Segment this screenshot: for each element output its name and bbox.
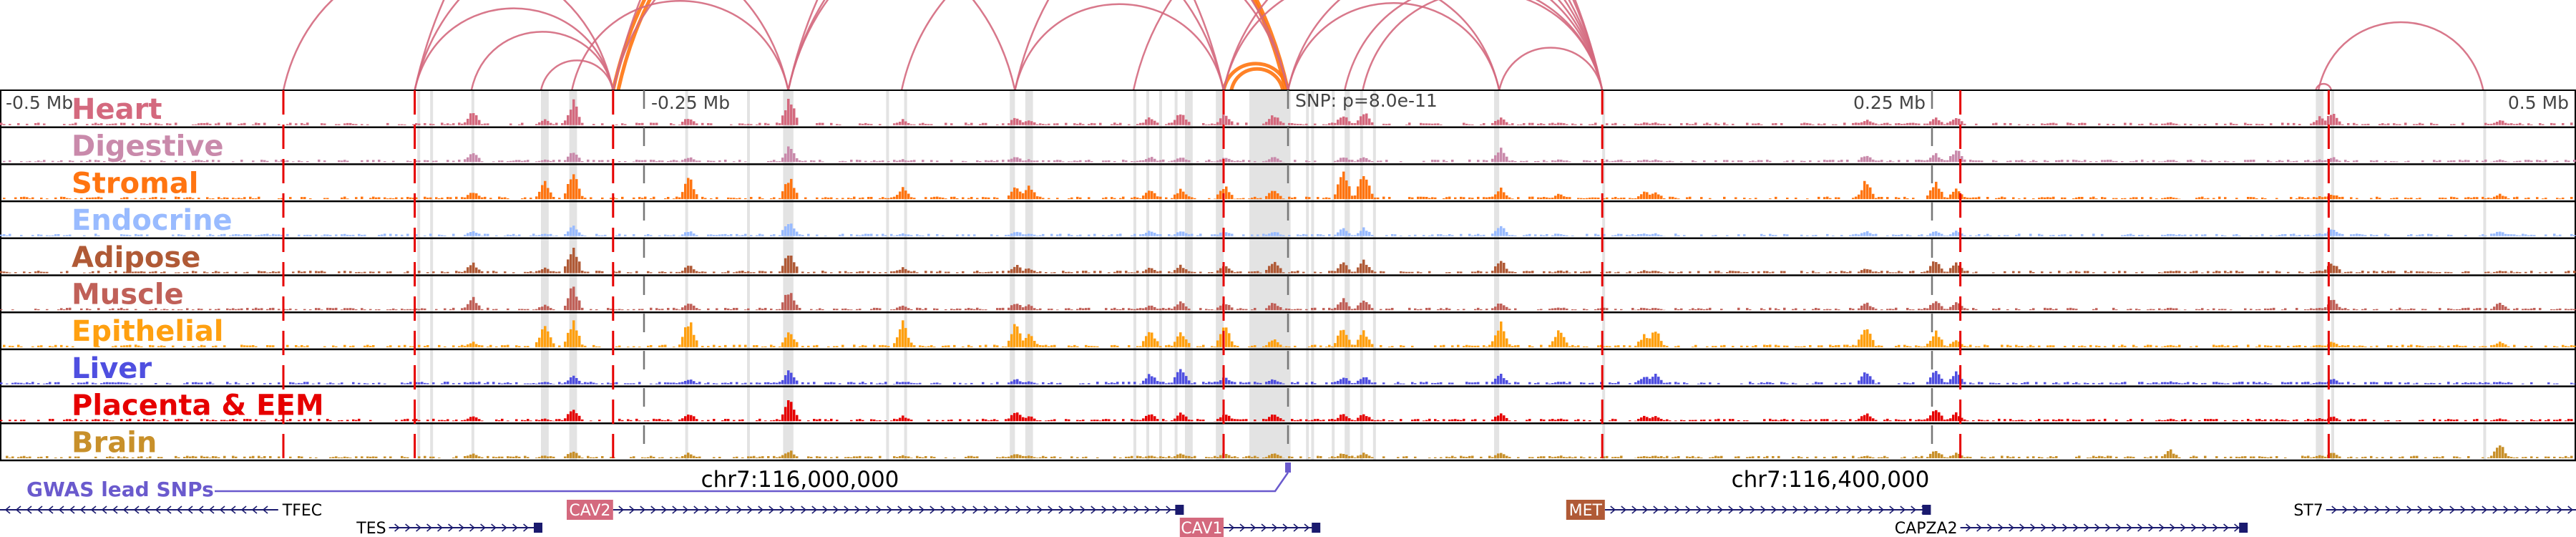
loop-arc-pink — [1222, 0, 1604, 91]
signal-bars — [6, 445, 2573, 458]
gene-highlight-box — [567, 500, 613, 520]
gene-end-exon — [2239, 523, 2248, 533]
loop-arc-pink — [540, 59, 615, 91]
strand-arrows — [394, 523, 540, 532]
loop-arc-pink — [1287, 0, 1604, 91]
loop-arc-pink — [612, 0, 1016, 91]
track-muscle: Muscle — [0, 279, 2576, 314]
gene-end-exon — [1922, 505, 1931, 515]
track-digestive: Digestive — [0, 130, 2576, 165]
strand-arrows — [1966, 523, 2240, 532]
loop-arc-pink — [570, 0, 789, 91]
gene-highlight-box — [1566, 500, 1605, 520]
gwas-connector-line — [215, 472, 1289, 493]
gene-label: CAV2 — [569, 502, 610, 520]
strand-arrows — [618, 505, 1172, 514]
loop-arc-orange — [611, 0, 1290, 91]
track-label: Stromal — [72, 167, 199, 200]
track-label: Heart — [72, 93, 162, 126]
pos-label-mid-left: -0.25 Mb — [651, 92, 730, 113]
pos-label-left: -0.5 Mb — [6, 92, 73, 113]
loop-arc-orange — [1221, 62, 1290, 91]
gene-label: MET — [1569, 502, 1603, 520]
gene-label: ST7 — [2293, 502, 2323, 520]
loop-arc-pink — [787, 0, 1225, 91]
coord-label-left: chr7:116,000,000 — [701, 467, 899, 493]
gwas-snp-marker[interactable] — [1285, 463, 1291, 473]
gene-capza2[interactable]: CAPZA2 — [1895, 520, 2248, 537]
signal-bars — [3, 171, 2573, 200]
annotation-area: chr7:116,000,000 chr7:116,400,000 GWAS l… — [26, 463, 1929, 501]
gene-track: TFEC TES CAV2 CAV1 MET CAPZA2 ST7 — [0, 500, 2576, 537]
position-labels: -0.5 Mb -0.25 Mb SNP: p=8.0e-11 0.25 Mb … — [6, 90, 2569, 113]
gene-cav1[interactable]: CAV1 — [1179, 518, 1321, 537]
coord-label-right: chr7:116,400,000 — [1732, 467, 1930, 493]
track-epithelial: Epithelial — [0, 315, 2576, 351]
track-stromal: Stromal — [0, 167, 2576, 203]
loop-arc-pink — [612, 0, 1604, 91]
track-label: Endocrine — [72, 204, 233, 237]
gene-st7[interactable]: ST7 — [2293, 502, 2576, 520]
gene-tfec[interactable]: TFEC — [0, 502, 322, 520]
loop-arc-pink — [282, 0, 615, 91]
loop-arc-pink — [1014, 3, 1225, 91]
gene-label: TFEC — [282, 502, 322, 520]
gene-end-exon — [1312, 523, 1321, 533]
strand-arrows — [1229, 523, 1310, 532]
track-label: Muscle — [72, 279, 184, 311]
loop-arc-pink — [414, 7, 615, 91]
track-label: Brain — [72, 426, 157, 459]
track-label: Placenta & EEM — [72, 390, 324, 422]
loop-arc-pink — [900, 0, 1289, 91]
track-label: Liver — [72, 352, 152, 385]
loop-arc-pink — [2317, 21, 2484, 91]
strand-arrows — [1610, 505, 1928, 514]
track-adipose: Adipose — [0, 241, 2576, 276]
gene-cav2[interactable]: CAV2 — [567, 500, 1184, 520]
loop-arc-pink — [787, 0, 1289, 91]
snp-label: SNP: p=8.0e-11 — [1295, 90, 1438, 111]
track-brain: Brain — [0, 426, 2576, 462]
loop-arc-pink — [1362, 0, 1604, 91]
track-placenta-eem: Placenta & EEM — [0, 390, 2576, 425]
loop-arc-pink — [1287, 1, 1501, 91]
gene-end-exon — [1175, 505, 1184, 515]
track-endocrine: Endocrine — [0, 204, 2576, 240]
strand-arrows — [4, 505, 268, 514]
loop-arc-pink — [1222, 0, 1501, 91]
gene-tes[interactable]: TES — [356, 520, 542, 537]
chromatin-loop-arcs — [282, 0, 2484, 91]
signal-bars — [3, 320, 2576, 347]
loop-arc-pink — [1498, 47, 1604, 91]
track-label: Digestive — [72, 130, 224, 163]
gene-highlight-box — [1179, 518, 1224, 537]
track-label: Epithelial — [72, 315, 224, 348]
signal-bars — [0, 400, 2573, 422]
loop-arc-orange — [616, 0, 1287, 91]
track-heart: Heart — [0, 93, 2576, 128]
gene-label: CAV1 — [1181, 520, 1222, 537]
boundary-lines — [282, 90, 2330, 460]
signal-bars — [3, 146, 2576, 163]
loop-arc-pink — [414, 0, 789, 91]
strand-arrows — [2331, 505, 2574, 514]
loop-arc-pink — [2315, 82, 2333, 91]
gene-met[interactable]: MET — [1566, 500, 1931, 520]
pos-label-right: 0.5 Mb — [2508, 92, 2569, 113]
track-liver: Liver — [0, 352, 2576, 387]
pos-label-mid-right: 0.25 Mb — [1853, 92, 1926, 113]
loop-arc-pink — [470, 31, 615, 91]
gwas-label: GWAS lead SNPs — [26, 478, 214, 501]
gene-end-exon — [534, 523, 542, 533]
gene-label: CAPZA2 — [1895, 520, 1958, 537]
track-label: Adipose — [72, 241, 200, 274]
loop-arc-orange — [1229, 67, 1285, 91]
gene-label: TES — [356, 520, 386, 537]
